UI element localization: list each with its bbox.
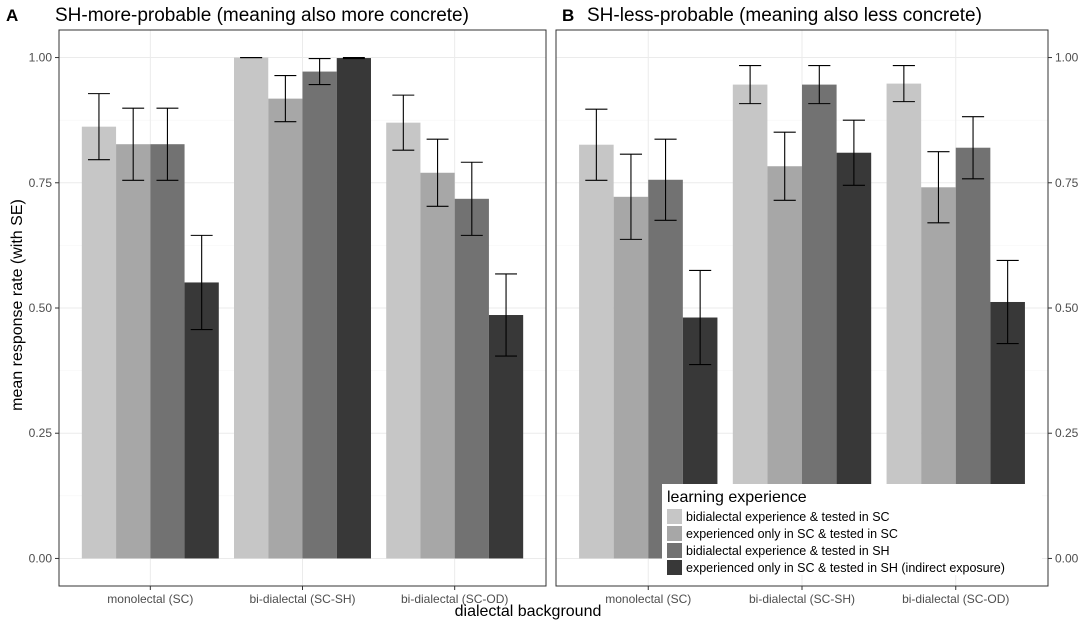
legend-swatch <box>667 509 682 524</box>
bar <box>579 144 614 559</box>
bar <box>802 84 837 559</box>
y-tick-label: 1.00 <box>29 51 53 65</box>
bar <box>302 71 337 559</box>
legend-swatch <box>667 543 682 558</box>
x-tick-label: monolectal (SC) <box>605 592 691 606</box>
y-tick-label: 0.00 <box>1055 551 1079 565</box>
bar <box>886 83 922 559</box>
panel-a-plot: 0.00 0.25 0.50 0.75 1.00 monolectal (SC) bi-di… <box>29 29 547 606</box>
panel-b-title: SH-less-probable (meaning also less conc… <box>587 5 982 26</box>
bar <box>454 198 489 559</box>
legend-entry-label: experienced only in SC & tested in SH (i… <box>686 561 1005 575</box>
y-tick-label: 1.00 <box>1055 51 1079 65</box>
y-tick-label: 0.75 <box>1055 176 1079 190</box>
bar <box>336 58 371 559</box>
y-tick-label: 0.00 <box>29 551 53 565</box>
x-tick-label: bi-dialectal (SC-OD) <box>902 592 1009 606</box>
bar <box>613 196 649 559</box>
bar <box>268 98 303 559</box>
legend-swatch <box>667 526 682 541</box>
x-tick-label: monolectal (SC) <box>107 592 193 606</box>
legend-title: learning experience <box>667 489 807 506</box>
bar <box>420 172 455 559</box>
y-tick-label: 0.50 <box>1055 301 1079 315</box>
bar <box>81 126 117 559</box>
y-tick-label: 0.25 <box>29 426 53 440</box>
x-tick-label: bi-dialectal (SC-OD) <box>401 592 508 606</box>
legend: learning experience bidialectal experien… <box>662 484 1042 575</box>
bar <box>386 122 421 559</box>
legend-swatch <box>667 560 682 575</box>
bar <box>234 57 269 559</box>
panel-a-title: SH-more-probable (meaning also more conc… <box>55 5 469 26</box>
legend-entry-label: bidialectal experience & tested in SH <box>686 544 890 558</box>
x-tick-label: bi-dialectal (SC-SH) <box>749 592 855 606</box>
x-tick-label: bi-dialectal (SC-SH) <box>249 592 355 606</box>
x-axis-title: dialectal background <box>455 603 602 620</box>
panel-b-letter: B <box>562 6 574 25</box>
bar <box>732 84 768 559</box>
y-tick-label: 0.50 <box>29 301 53 315</box>
legend-entry-label: bidialectal experience & tested in SC <box>686 510 890 524</box>
y-tick-label: 0.75 <box>29 176 53 190</box>
y-axis-title: mean response rate (with SE) <box>9 199 26 411</box>
bar <box>150 144 185 559</box>
y-tick-label: 0.25 <box>1055 426 1079 440</box>
legend-background <box>662 484 1042 575</box>
panel-a-letter: A <box>6 6 18 25</box>
legend-entry-label: experienced only in SC & tested in SC <box>686 527 898 541</box>
bar <box>116 144 151 559</box>
